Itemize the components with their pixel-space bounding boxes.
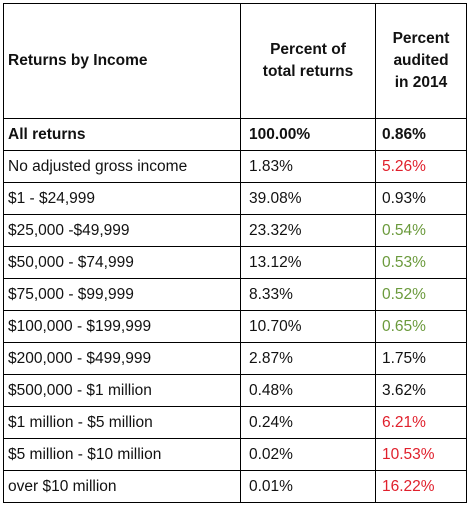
label-cell: No adjusted gross income	[3, 150, 241, 183]
audited-cell: 0.53%	[375, 246, 467, 279]
audited-cell: 0.65%	[375, 310, 467, 343]
share-cell: 0.01%	[240, 470, 376, 503]
share-cell: 13.12%	[240, 246, 376, 279]
audited-cell: 6.21%	[375, 406, 467, 439]
header-line: Percent	[392, 30, 450, 47]
audited-cell: 10.53%	[375, 438, 467, 471]
label-cell: over $10 million	[3, 470, 241, 503]
share-cell: 39.08%	[240, 182, 376, 215]
audited-cell: 0.52%	[375, 278, 467, 311]
table-row: $75,000 - $99,999 8.33% 0.52%	[3, 278, 467, 311]
share-cell: 8.33%	[240, 278, 376, 311]
audited-cell: 0.93%	[375, 182, 467, 215]
audited-cell: 5.26%	[375, 150, 467, 183]
label-cell: $500,000 - $1 million	[3, 374, 241, 407]
table-row: over $10 million 0.01% 16.22%	[3, 470, 467, 503]
label-cell: $25,000 -$49,999	[3, 214, 241, 247]
label-cell: $5 million - $10 million	[3, 438, 241, 471]
label-cell: All returns	[3, 118, 241, 151]
label-cell: $75,000 - $99,999	[3, 278, 241, 311]
label-cell: $200,000 - $499,999	[3, 342, 241, 375]
label-cell: $50,000 - $74,999	[3, 246, 241, 279]
table-row: $500,000 - $1 million 0.48% 3.62%	[3, 374, 467, 407]
header-cell: Returns by Income	[3, 3, 241, 119]
label-cell: $1 million - $5 million	[3, 406, 241, 439]
returns-table: Returns by Income Percent of total returns…	[3, 3, 467, 503]
share-cell: 0.24%	[240, 406, 376, 439]
header-text: Returns by Income	[8, 52, 148, 69]
table-row: $1 - $24,999 39.08% 0.93%	[3, 182, 467, 215]
header-line: in 2014	[394, 74, 448, 91]
header-line: total returns	[262, 63, 354, 80]
header-cell: Percent of total returns	[240, 3, 376, 119]
audited-cell: 3.62%	[375, 374, 467, 407]
header-cell: Percent audited in 2014	[375, 3, 467, 119]
header-line: Percent of	[270, 41, 346, 58]
audited-cell: 0.54%	[375, 214, 467, 247]
label-cell: $100,000 - $199,999	[3, 310, 241, 343]
share-cell: 23.32%	[240, 214, 376, 247]
share-cell: 2.87%	[240, 342, 376, 375]
audited-cell: 16.22%	[375, 470, 467, 503]
share-cell: 100.00%	[240, 118, 376, 151]
label-cell: $1 - $24,999	[3, 182, 241, 215]
header-row: Returns by Income Percent of total returns…	[3, 3, 467, 119]
table-row: $5 million - $10 million 0.02% 10.53%	[3, 438, 467, 471]
header-line: audited	[393, 52, 449, 69]
table-row: $50,000 - $74,999 13.12% 0.53%	[3, 246, 467, 279]
audited-cell: 0.86%	[375, 118, 467, 151]
share-cell: 1.83%	[240, 150, 376, 183]
table-row: $1 million - $5 million 0.24% 6.21%	[3, 406, 467, 439]
share-cell: 10.70%	[240, 310, 376, 343]
audited-cell: 1.75%	[375, 342, 467, 375]
table-row: $25,000 -$49,999 23.32% 0.54%	[3, 214, 467, 247]
table-row: $200,000 - $499,999 2.87% 1.75%	[3, 342, 467, 375]
table-row: No adjusted gross income 1.83% 5.26%	[3, 150, 467, 183]
share-cell: 0.48%	[240, 374, 376, 407]
table-row: All returns 100.00% 0.86%	[3, 118, 467, 151]
table-row: $100,000 - $199,999 10.70% 0.65%	[3, 310, 467, 343]
share-cell: 0.02%	[240, 438, 376, 471]
